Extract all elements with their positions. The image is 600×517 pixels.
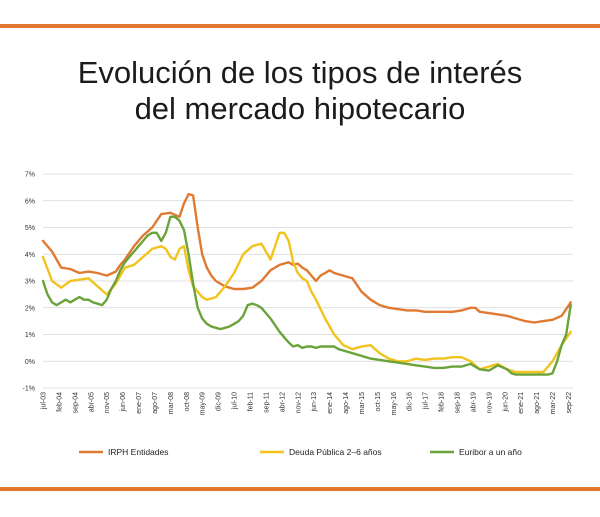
x-tick-label: dic-09 [216,392,223,411]
x-tick-label: abr-19 [470,392,477,412]
x-tick-label: may-16 [391,392,398,415]
x-tick-label: nov-05 [104,392,111,414]
y-tick-label: 5% [25,225,35,232]
x-tick-label: dic-16 [407,392,414,411]
x-tick-label: sep-22 [566,392,573,414]
series-layer [41,192,572,376]
x-tick-label: oct-08 [184,392,191,412]
x-tick-label: jun-20 [502,392,509,413]
chart-title-line-2: del mercado hipotecario [134,91,466,126]
y-tick-label: 7% [25,172,35,179]
y-tick-label: -1% [23,386,35,393]
y-tick-label: 3% [25,279,35,286]
x-tick-label: ago-07 [152,392,159,414]
y-tick-label: 2% [25,305,35,312]
x-tick-label: ene-07 [136,392,143,414]
legend-item-irph: IRPH Entidades [79,447,168,457]
x-tick-label: ago-14 [343,392,350,414]
y-tick-label: 6% [25,198,35,205]
x-axis-ticks: jul-03 feb-04 sep-04 abr-05 nov-05 jun-06 ene-… [41,392,573,415]
legend: IRPH Entidades Deuda Pública 2–6 años Euri… [79,447,522,457]
legend-item-deuda: Deuda Pública 2–6 años [260,447,382,457]
x-tick-label: jul-17 [423,392,430,410]
x-tick-label: feb-11 [247,392,254,411]
y-tick-label: 4% [25,252,35,259]
chart-title-line-1: Evolución de los tipos de interés [77,55,523,90]
x-tick-label: sep-04 [72,392,79,414]
x-tick-label: jun-06 [120,392,127,413]
x-tick-label: nov-19 [486,392,493,414]
legend-label: Deuda Pública 2–6 años [289,447,382,457]
x-tick-label: nov-12 [295,392,302,414]
legend-item-euribor: Euribor a un año [430,447,522,457]
x-tick-label: jul-03 [41,392,48,410]
x-tick-label: ene-14 [327,392,334,414]
x-tick-label: oct-15 [375,392,382,412]
x-tick-label: ago-21 [534,392,541,414]
x-tick-label: may-09 [200,392,207,415]
x-tick-label: mar-22 [550,392,557,414]
y-tick-label: 0% [25,359,35,366]
x-tick-label: feb-04 [56,392,63,412]
legend-label: Euribor a un año [459,447,522,457]
top-rule [0,24,600,28]
x-tick-label: feb-18 [439,392,446,412]
chart-title: Evolución de los tipos de interés del me… [0,55,600,127]
bottom-rule [0,487,600,491]
x-tick-label: ene-21 [518,392,525,414]
y-tick-label: 1% [25,332,35,339]
x-tick-label: abr-12 [279,392,286,412]
x-tick-label: jul-10 [232,392,239,410]
x-tick-label: jun-13 [311,392,318,413]
y-axis-ticks: 7% 6% 5% 4% 3% 2% 1% 0% -1% [23,172,35,393]
x-tick-label: mar-08 [168,392,175,414]
x-tick-label: abr-05 [88,392,95,412]
x-tick-label: sep-11 [263,392,270,413]
series-line-deuda [41,231,572,374]
series-line-irph [41,192,572,324]
legend-label: IRPH Entidades [108,447,168,457]
series-line-euribor [41,215,572,376]
x-tick-label: mar-15 [359,392,366,414]
x-tick-label: sep-18 [454,392,461,414]
